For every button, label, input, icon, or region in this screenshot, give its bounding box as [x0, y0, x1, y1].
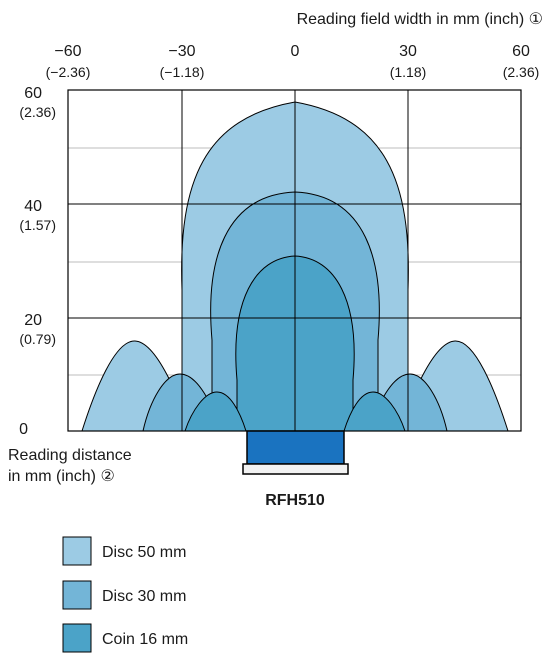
top-tick-mm: 30	[399, 43, 417, 60]
top-axis-title: Reading field width in mm (inch) ①	[297, 11, 543, 28]
top-tick-inch: (2.36)	[503, 64, 540, 80]
left-axis-title: in mm (inch) ②	[8, 468, 115, 485]
top-tick-inch: (−1.18)	[160, 64, 205, 80]
left-axis-title: Reading distance	[8, 447, 132, 464]
field-coin-16mm-right-lobe	[343, 391, 406, 432]
left-tick-inch: (0.79)	[19, 331, 56, 347]
top-tick-mm: 60	[512, 43, 530, 60]
left-tick-inch: (2.36)	[19, 104, 56, 120]
top-tick-inch: (−2.36)	[46, 64, 91, 80]
left-tick-mm: 20	[24, 312, 42, 329]
top-tick-mm: 0	[291, 43, 300, 60]
device-body	[246, 430, 345, 465]
legend-swatch-coin-16mm	[62, 623, 92, 653]
left-tick-mm: 40	[24, 198, 42, 215]
left-tick-mm: 60	[24, 85, 42, 102]
device-base	[242, 463, 349, 475]
left-tick-inch: (1.57)	[19, 217, 56, 233]
legend-label-disc-50mm: Disc 50 mm	[102, 544, 186, 561]
field-coin-16mm-left-lobe	[184, 391, 247, 432]
top-tick-mm: −30	[168, 43, 195, 60]
legend-label-disc-30mm: Disc 30 mm	[102, 588, 186, 605]
left-tick-mm: 0	[19, 421, 28, 438]
legend-label-coin-16mm: Coin 16 mm	[102, 631, 188, 648]
device-label: RFH510	[265, 492, 325, 509]
top-tick-mm: −60	[54, 43, 81, 60]
legend-swatch-disc-30mm	[62, 580, 92, 610]
legend-swatch-disc-50mm	[62, 536, 92, 566]
top-tick-inch: (1.18)	[390, 64, 427, 80]
